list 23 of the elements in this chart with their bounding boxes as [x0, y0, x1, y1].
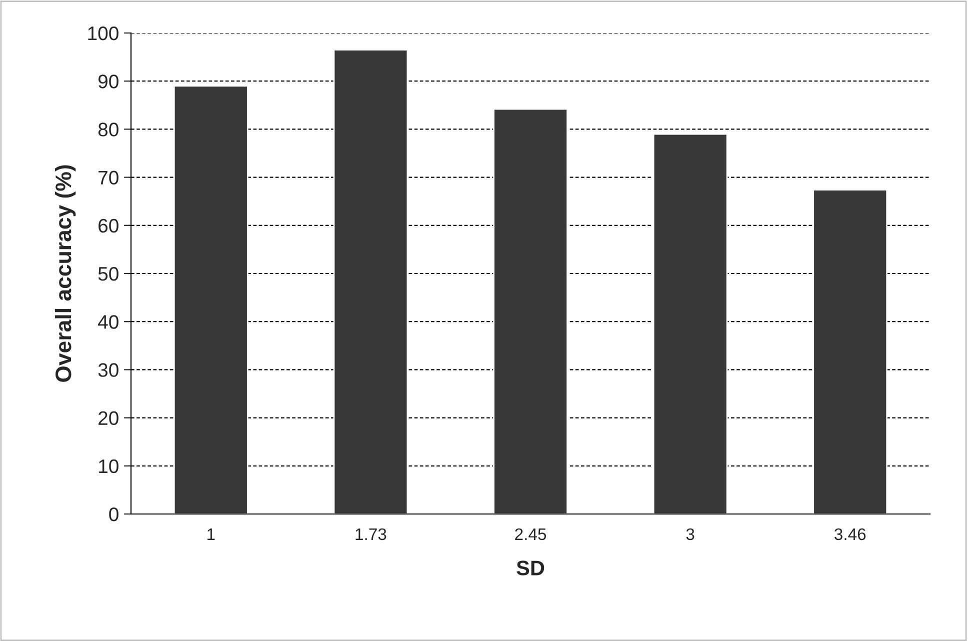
- y-tick-label: 30: [98, 363, 118, 377]
- bar: [493, 108, 568, 514]
- y-tick-label: 90: [98, 74, 118, 88]
- y-tick-label: 10: [99, 459, 118, 474]
- y-axis-title: Overall accuracy (%): [54, 165, 76, 382]
- y-tick-label: 40: [98, 315, 118, 329]
- x-tick-label: 1: [208, 528, 215, 540]
- x-tick-label: 1.73: [356, 528, 386, 540]
- y-tick-label: 70: [98, 170, 118, 185]
- y-tick-label: 60: [98, 218, 118, 233]
- y-tick-label: 100: [88, 26, 118, 40]
- y-tick-label: 20: [98, 411, 118, 426]
- bar: [333, 49, 408, 514]
- y-tick-label: 0: [109, 507, 118, 522]
- y-tick-label: 80: [98, 122, 118, 136]
- y-tick-label: 50: [98, 266, 118, 281]
- bar: [173, 85, 248, 514]
- x-axis-title: SD: [516, 560, 544, 576]
- bar: [652, 133, 728, 514]
- x-tick-label: 3: [686, 528, 694, 540]
- bar: [812, 189, 888, 514]
- x-tick-label: 2.45: [515, 528, 546, 540]
- x-tick-label: 3.46: [834, 528, 866, 540]
